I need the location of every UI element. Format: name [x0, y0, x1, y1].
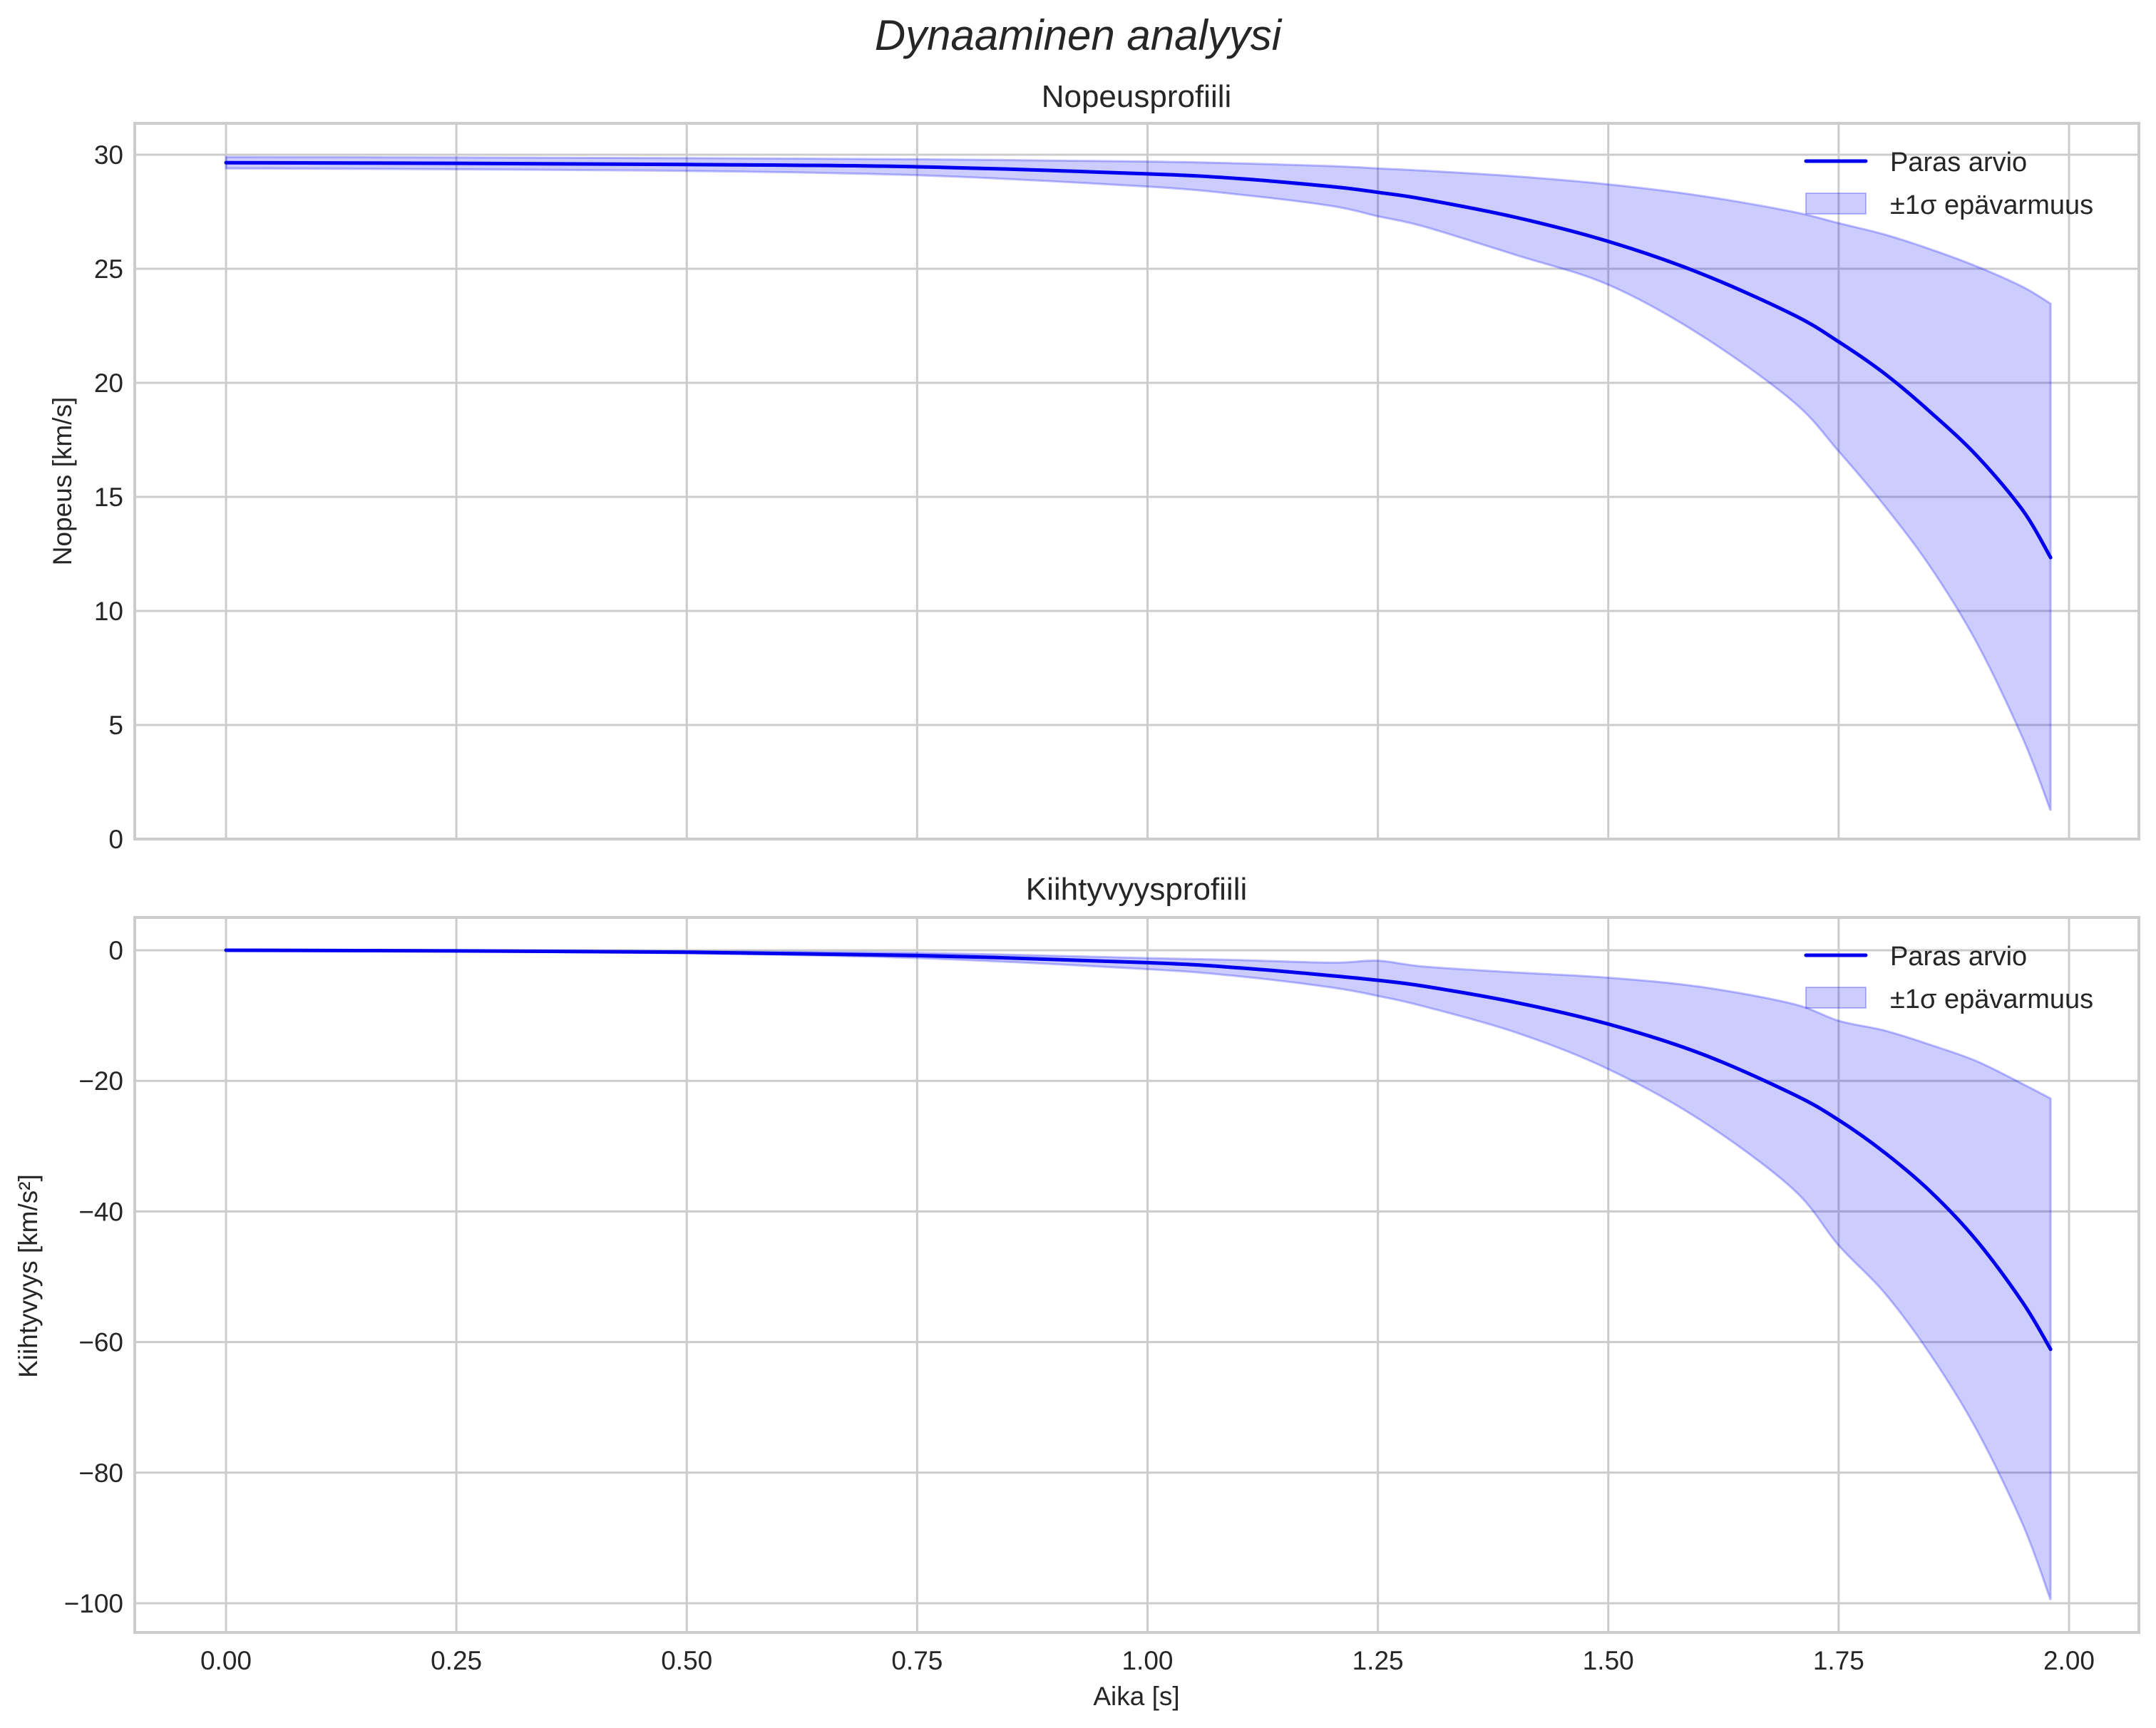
- velocity-axes-frame: [133, 122, 2140, 840]
- x-tick-label: 1.75: [1813, 1646, 1864, 1675]
- y-tick-label: −60: [78, 1328, 123, 1357]
- y-tick-label: −80: [78, 1459, 123, 1488]
- x-tick-label: 0.50: [661, 1646, 712, 1675]
- x-tick-label: 0.00: [200, 1646, 252, 1675]
- x-axis-label: Aika [s]: [1093, 1682, 1179, 1711]
- x-tick-label: 1.25: [1352, 1646, 1404, 1675]
- y-tick-label: 5: [108, 711, 123, 740]
- y-tick-label: 30: [94, 140, 123, 170]
- acceleration-y-ticks: 0 −20 −40 −60 −80 −100: [64, 936, 123, 1618]
- y-tick-label: 20: [94, 369, 123, 398]
- velocity-best-estimate-line: [224, 160, 2053, 560]
- legend-band-swatch: [1805, 192, 1867, 215]
- legend-label-best-estimate: Paras arvio: [1890, 942, 2027, 972]
- x-tick-label: 0.25: [431, 1646, 482, 1675]
- velocity-y-ticks: 0 5 10 15 20 25 30: [94, 140, 123, 854]
- velocity-panel: Nopeusprofiili 0 5 10 15 20 25 30 Nopeus [km/s…: [48, 79, 2140, 854]
- acceleration-axes-frame: [133, 916, 2140, 1634]
- velocity-y-axis-label: Nopeus [km/s]: [48, 397, 77, 565]
- acceleration-uncertainty-band: [225, 949, 2052, 1600]
- y-tick-label: 10: [94, 597, 123, 626]
- legend-label-uncertainty: ±1σ epävarmuus: [1890, 190, 2093, 220]
- acceleration-panel: Kiihtyvyysprofiili 0 −20 −40 −60 −80 −100 0.0…: [14, 872, 2140, 1711]
- velocity-legend: Paras arvio ±1σ epävarmuus: [1804, 148, 2093, 220]
- x-tick-label: 1.00: [1121, 1646, 1173, 1675]
- acceleration-best-estimate-line: [224, 948, 2053, 1352]
- legend-label-best-estimate: Paras arvio: [1890, 148, 2027, 178]
- acceleration-panel-title: Kiihtyvyysprofiili: [1026, 872, 1248, 907]
- x-tick-label: 1.50: [1583, 1646, 1634, 1675]
- y-tick-label: 0: [108, 936, 123, 965]
- acceleration-legend: Paras arvio ±1σ epävarmuus: [1804, 942, 2093, 1014]
- y-tick-label: −40: [78, 1197, 123, 1226]
- y-tick-label: 15: [94, 483, 123, 512]
- velocity-panel-title: Nopeusprofiili: [1042, 79, 1232, 114]
- x-axis-ticks: 0.00 0.25 0.50 0.75 1.00 1.25 1.50 1.75 2.00: [200, 1646, 2095, 1675]
- legend-band-swatch: [1805, 987, 1867, 1009]
- y-tick-label: 25: [94, 254, 123, 284]
- velocity-uncertainty-band: [225, 155, 2052, 811]
- x-tick-label: 0.75: [891, 1646, 943, 1675]
- y-tick-label: −100: [64, 1589, 123, 1618]
- figure-suptitle: Dynaaminen analyysi: [875, 11, 1283, 59]
- legend-label-uncertainty: ±1σ epävarmuus: [1890, 984, 2093, 1014]
- x-tick-label: 2.00: [2043, 1646, 2095, 1675]
- acceleration-y-axis-label: Kiihtyvyys [km/s²]: [14, 1174, 43, 1378]
- y-tick-label: 0: [108, 825, 123, 854]
- acceleration-grid: [135, 917, 2139, 1632]
- y-tick-label: −20: [78, 1066, 123, 1096]
